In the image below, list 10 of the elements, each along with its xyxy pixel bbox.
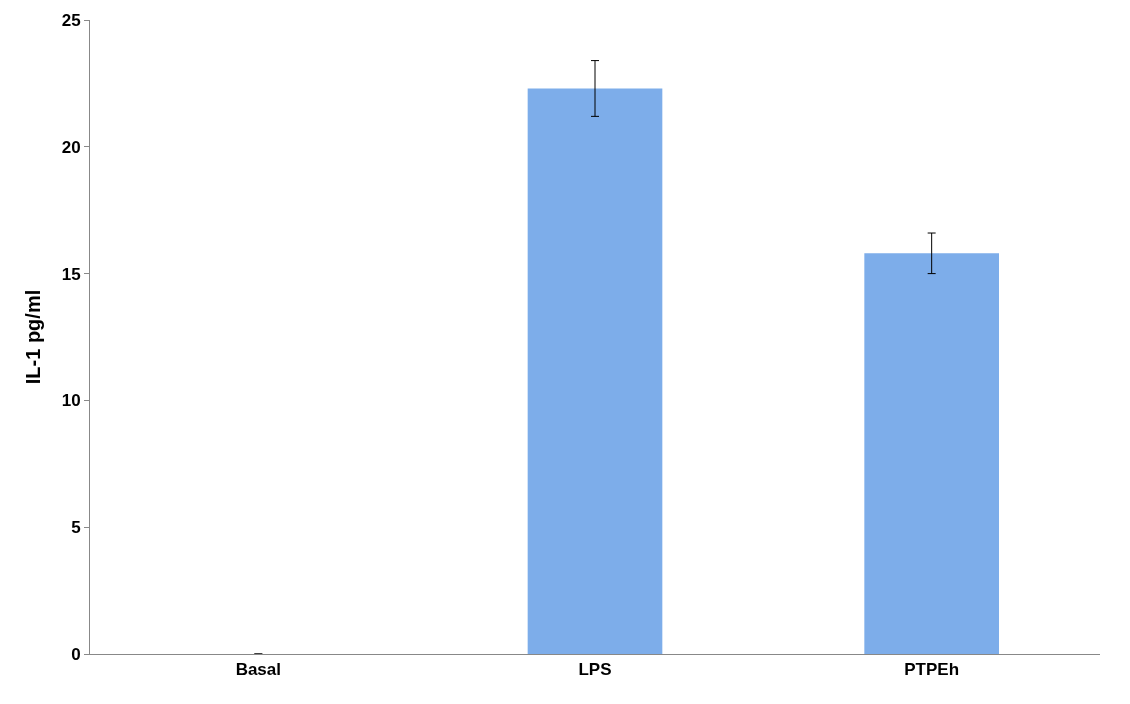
y-tick-label: 10 — [61, 391, 81, 411]
y-tick-label: 5 — [71, 518, 81, 538]
y-tick-label: 25 — [61, 10, 81, 30]
x-tick-label: PTPEh — [904, 660, 960, 680]
y-tick-label: 15 — [61, 264, 81, 284]
x-tick-label: Basal — [235, 660, 282, 680]
y-tick-label: 20 — [61, 137, 81, 157]
y-axis-title: IL-1 pg/ml — [22, 289, 45, 385]
y-tick-label: 0 — [71, 644, 81, 664]
x-tick-label: LPS — [578, 660, 612, 680]
